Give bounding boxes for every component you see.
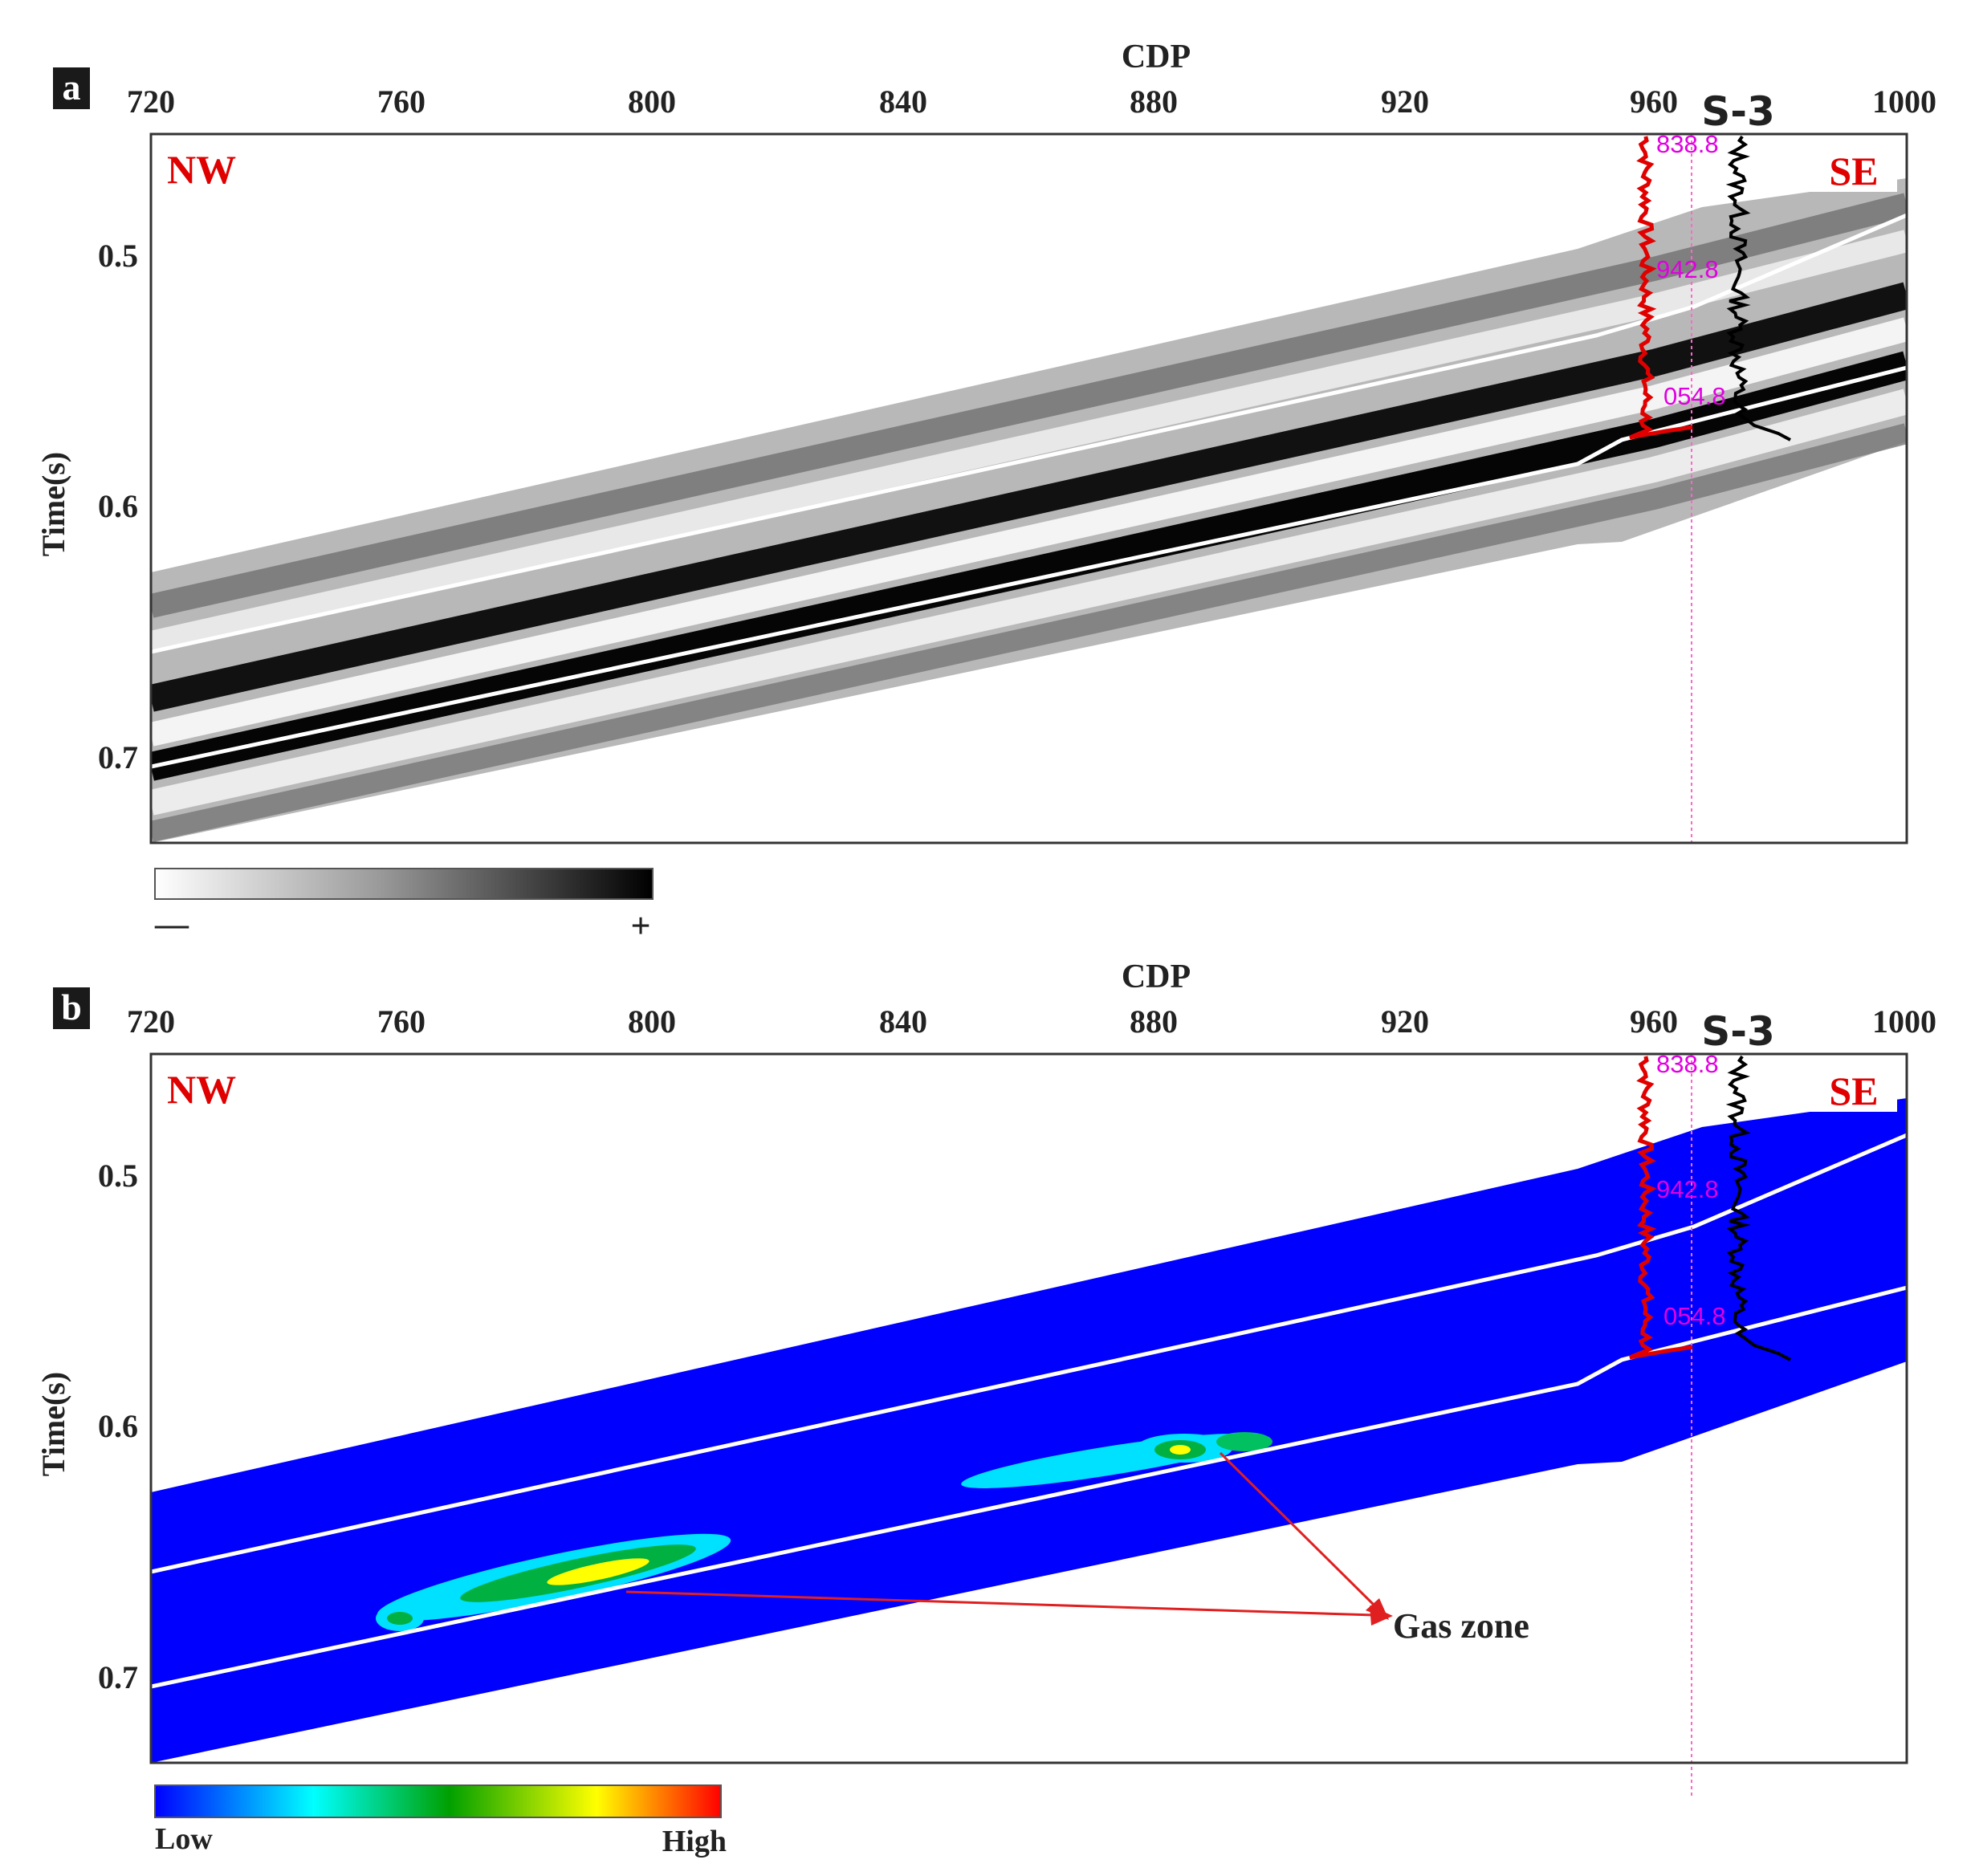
gamma-log-curve xyxy=(1629,1056,1693,1360)
horizon-bottom xyxy=(151,365,1907,769)
panel-letter-box xyxy=(53,67,90,109)
colorbar-max-label: High xyxy=(662,1825,727,1858)
x-tick: 1000 xyxy=(1872,1003,1936,1040)
arrowhead xyxy=(1366,1598,1389,1620)
x-tick-labels: 720 760 800 840 880 920 960 1000 xyxy=(127,1003,1936,1040)
depth-label: 054.8 xyxy=(1663,382,1726,410)
x-tick: 1000 xyxy=(1872,83,1936,120)
y-tick: 0.5 xyxy=(98,238,138,274)
x-axis-label: CDP xyxy=(1122,39,1191,75)
resistivity-log-curve xyxy=(1725,1055,1791,1361)
resistivity-log-curve xyxy=(1725,135,1791,442)
y-tick-labels: 0.5 0.6 0.7 xyxy=(98,1158,138,1695)
x-tick: 760 xyxy=(377,1003,426,1040)
reflector-band xyxy=(151,230,1907,653)
colorbar: Low High xyxy=(154,1784,727,1858)
x-tick: 920 xyxy=(1381,1003,1429,1040)
y-tick: 0.7 xyxy=(98,1659,138,1695)
well-name: S-3 xyxy=(1701,1008,1775,1055)
reflector-band xyxy=(151,317,1907,747)
x-tick: 800 xyxy=(628,1003,676,1040)
direction-right: SE xyxy=(1829,149,1878,193)
gamma-log-curve xyxy=(1629,136,1693,440)
panel-letter: a xyxy=(63,67,81,108)
colorbar: — + xyxy=(154,868,654,946)
x-tick-labels: 720 760 800 840 880 920 960 1000 xyxy=(127,83,1936,120)
well-name: S-3 xyxy=(1701,88,1775,135)
gas-zone-label: Gas zone xyxy=(1393,1606,1529,1646)
x-axis-label: CDP xyxy=(1122,958,1191,995)
x-tick: 800 xyxy=(628,83,676,120)
panel-b: b CDP 720 760 800 840 880 920 960 1000 S… xyxy=(35,958,1936,1858)
y-tick: 0.5 xyxy=(98,1158,138,1194)
colorbar-gradient xyxy=(154,1784,722,1818)
colorbar-max-label: + xyxy=(630,906,650,946)
horizon-bottom xyxy=(151,1285,1907,1689)
x-tick: 720 xyxy=(127,83,175,120)
gas-zone-callout: Gas zone xyxy=(625,1451,1529,1646)
panel-letter-box xyxy=(53,987,90,1029)
x-tick: 840 xyxy=(879,1003,927,1040)
x-tick: 960 xyxy=(1630,83,1678,120)
direction-left: NW xyxy=(167,1067,236,1112)
reflector-band xyxy=(151,423,1907,842)
callout-arrow-left xyxy=(625,1590,1375,1617)
gas-anomaly-left xyxy=(376,1533,731,1631)
y-tick: 0.7 xyxy=(98,739,138,775)
x-tick: 880 xyxy=(1130,1003,1178,1040)
x-tick: 720 xyxy=(127,1003,175,1040)
depth-label: 942.8 xyxy=(1656,1175,1719,1203)
x-tick: 920 xyxy=(1381,83,1429,120)
x-tick: 880 xyxy=(1130,83,1178,120)
reflector-band xyxy=(151,282,1907,712)
depth-label: 054.8 xyxy=(1663,1302,1726,1330)
gas-anomaly-right xyxy=(961,1432,1273,1488)
panel-letter: b xyxy=(61,987,82,1028)
x-tick: 760 xyxy=(377,83,426,120)
direction-left: NW xyxy=(167,147,236,192)
depth-label: 942.8 xyxy=(1656,255,1719,283)
y-axis-label: Time(s) xyxy=(35,452,71,556)
colorbar-gradient xyxy=(154,868,654,900)
reflector-band xyxy=(151,389,1907,816)
y-tick: 0.6 xyxy=(98,488,138,524)
colorbar-min-label: Low xyxy=(155,1822,213,1856)
plot-frame xyxy=(149,1052,1908,1764)
x-tick: 840 xyxy=(879,83,927,120)
direction-right-box xyxy=(1810,1070,1897,1112)
y-axis-label: Time(s) xyxy=(35,1372,71,1476)
panel-a: a CDP 720 760 800 840 880 920 960 1000 S… xyxy=(35,39,1936,946)
depth-labels: 838.8 942.8 054.8 xyxy=(1656,130,1726,410)
x-tick: 960 xyxy=(1630,1003,1678,1040)
colorbar-min-label: — xyxy=(154,906,189,943)
callout-arrow-right xyxy=(1219,1451,1377,1608)
direction-right-box xyxy=(1810,150,1897,192)
direction-right: SE xyxy=(1829,1068,1878,1113)
y-tick-labels: 0.5 0.6 0.7 xyxy=(98,238,138,775)
section-background xyxy=(151,1098,1907,1763)
plot-frame xyxy=(149,132,1908,844)
y-tick: 0.6 xyxy=(98,1408,138,1444)
